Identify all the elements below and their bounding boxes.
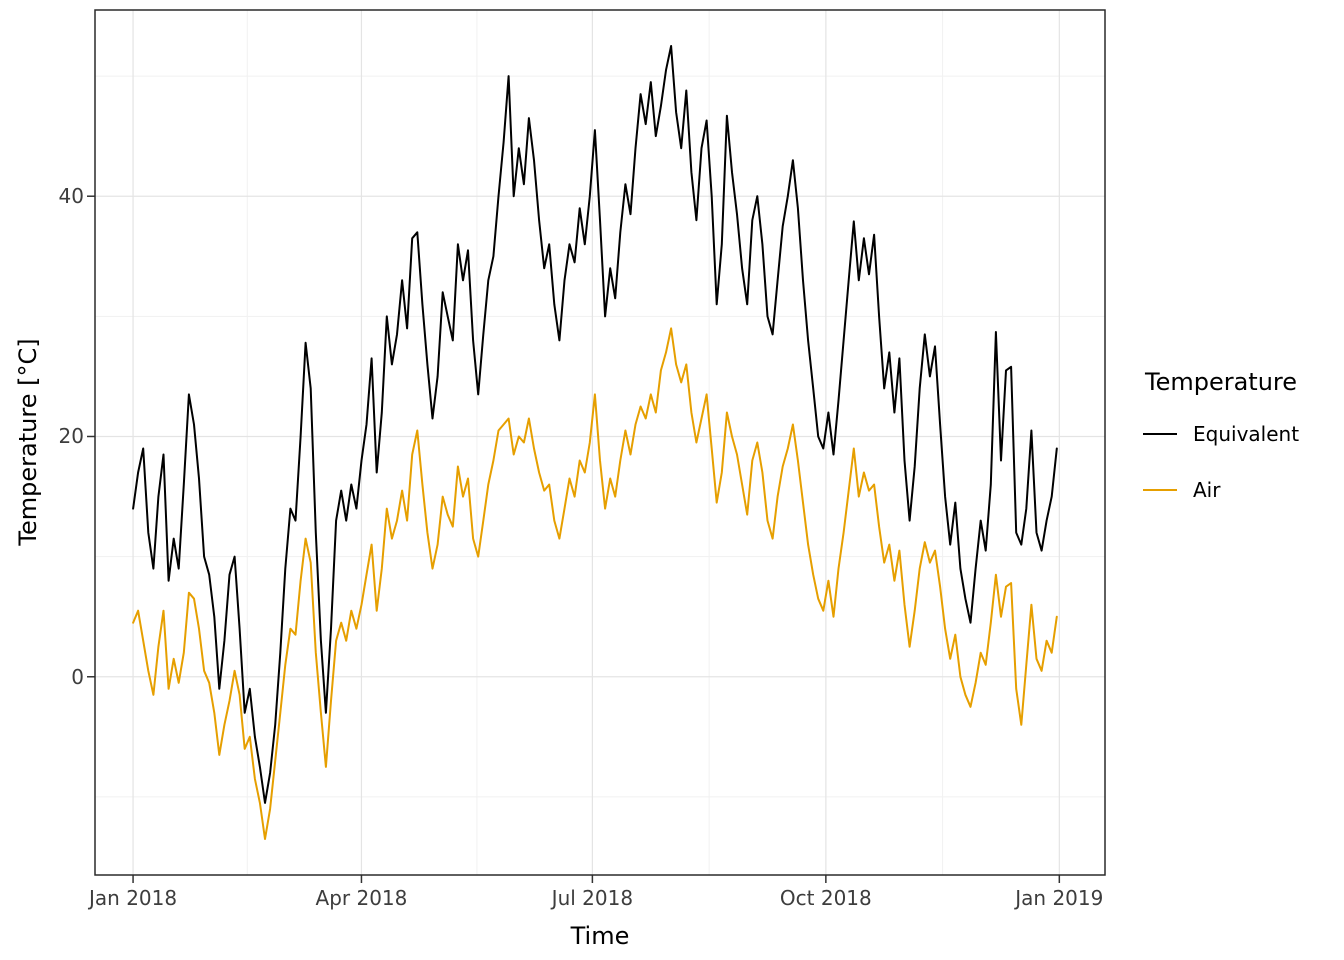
x-tick-label: Apr 2018: [315, 886, 408, 910]
y-tick-label: 20: [58, 424, 84, 449]
x-axis-title: Time: [570, 922, 630, 950]
air-line-swatch-icon: [1143, 489, 1177, 491]
x-tick-label: Oct 2018: [779, 886, 872, 910]
equivalent-line-swatch-icon: [1143, 433, 1177, 435]
plot-panel-border: [94, 9, 1106, 876]
legend-title: Temperature: [1145, 368, 1298, 396]
series-line-air: [132, 327, 1058, 840]
x-tick-label: Jan 2018: [89, 886, 178, 910]
legend-label: Equivalent: [1193, 422, 1300, 446]
legend: Temperature Equivalent Air: [1143, 368, 1299, 534]
y-axis-title: Temperature [°C]: [14, 338, 42, 546]
legend-label: Air: [1193, 478, 1221, 502]
y-tick-label: 0: [71, 664, 84, 689]
y-tick-label: 40: [58, 184, 84, 209]
series-line-equivalent: [132, 45, 1058, 804]
x-tick-label: Jan 2019: [1015, 886, 1104, 910]
legend-entry-equivalent: Equivalent: [1143, 422, 1299, 446]
legend-entry-air: Air: [1143, 478, 1299, 502]
x-tick-label: Jul 2018: [551, 886, 634, 910]
